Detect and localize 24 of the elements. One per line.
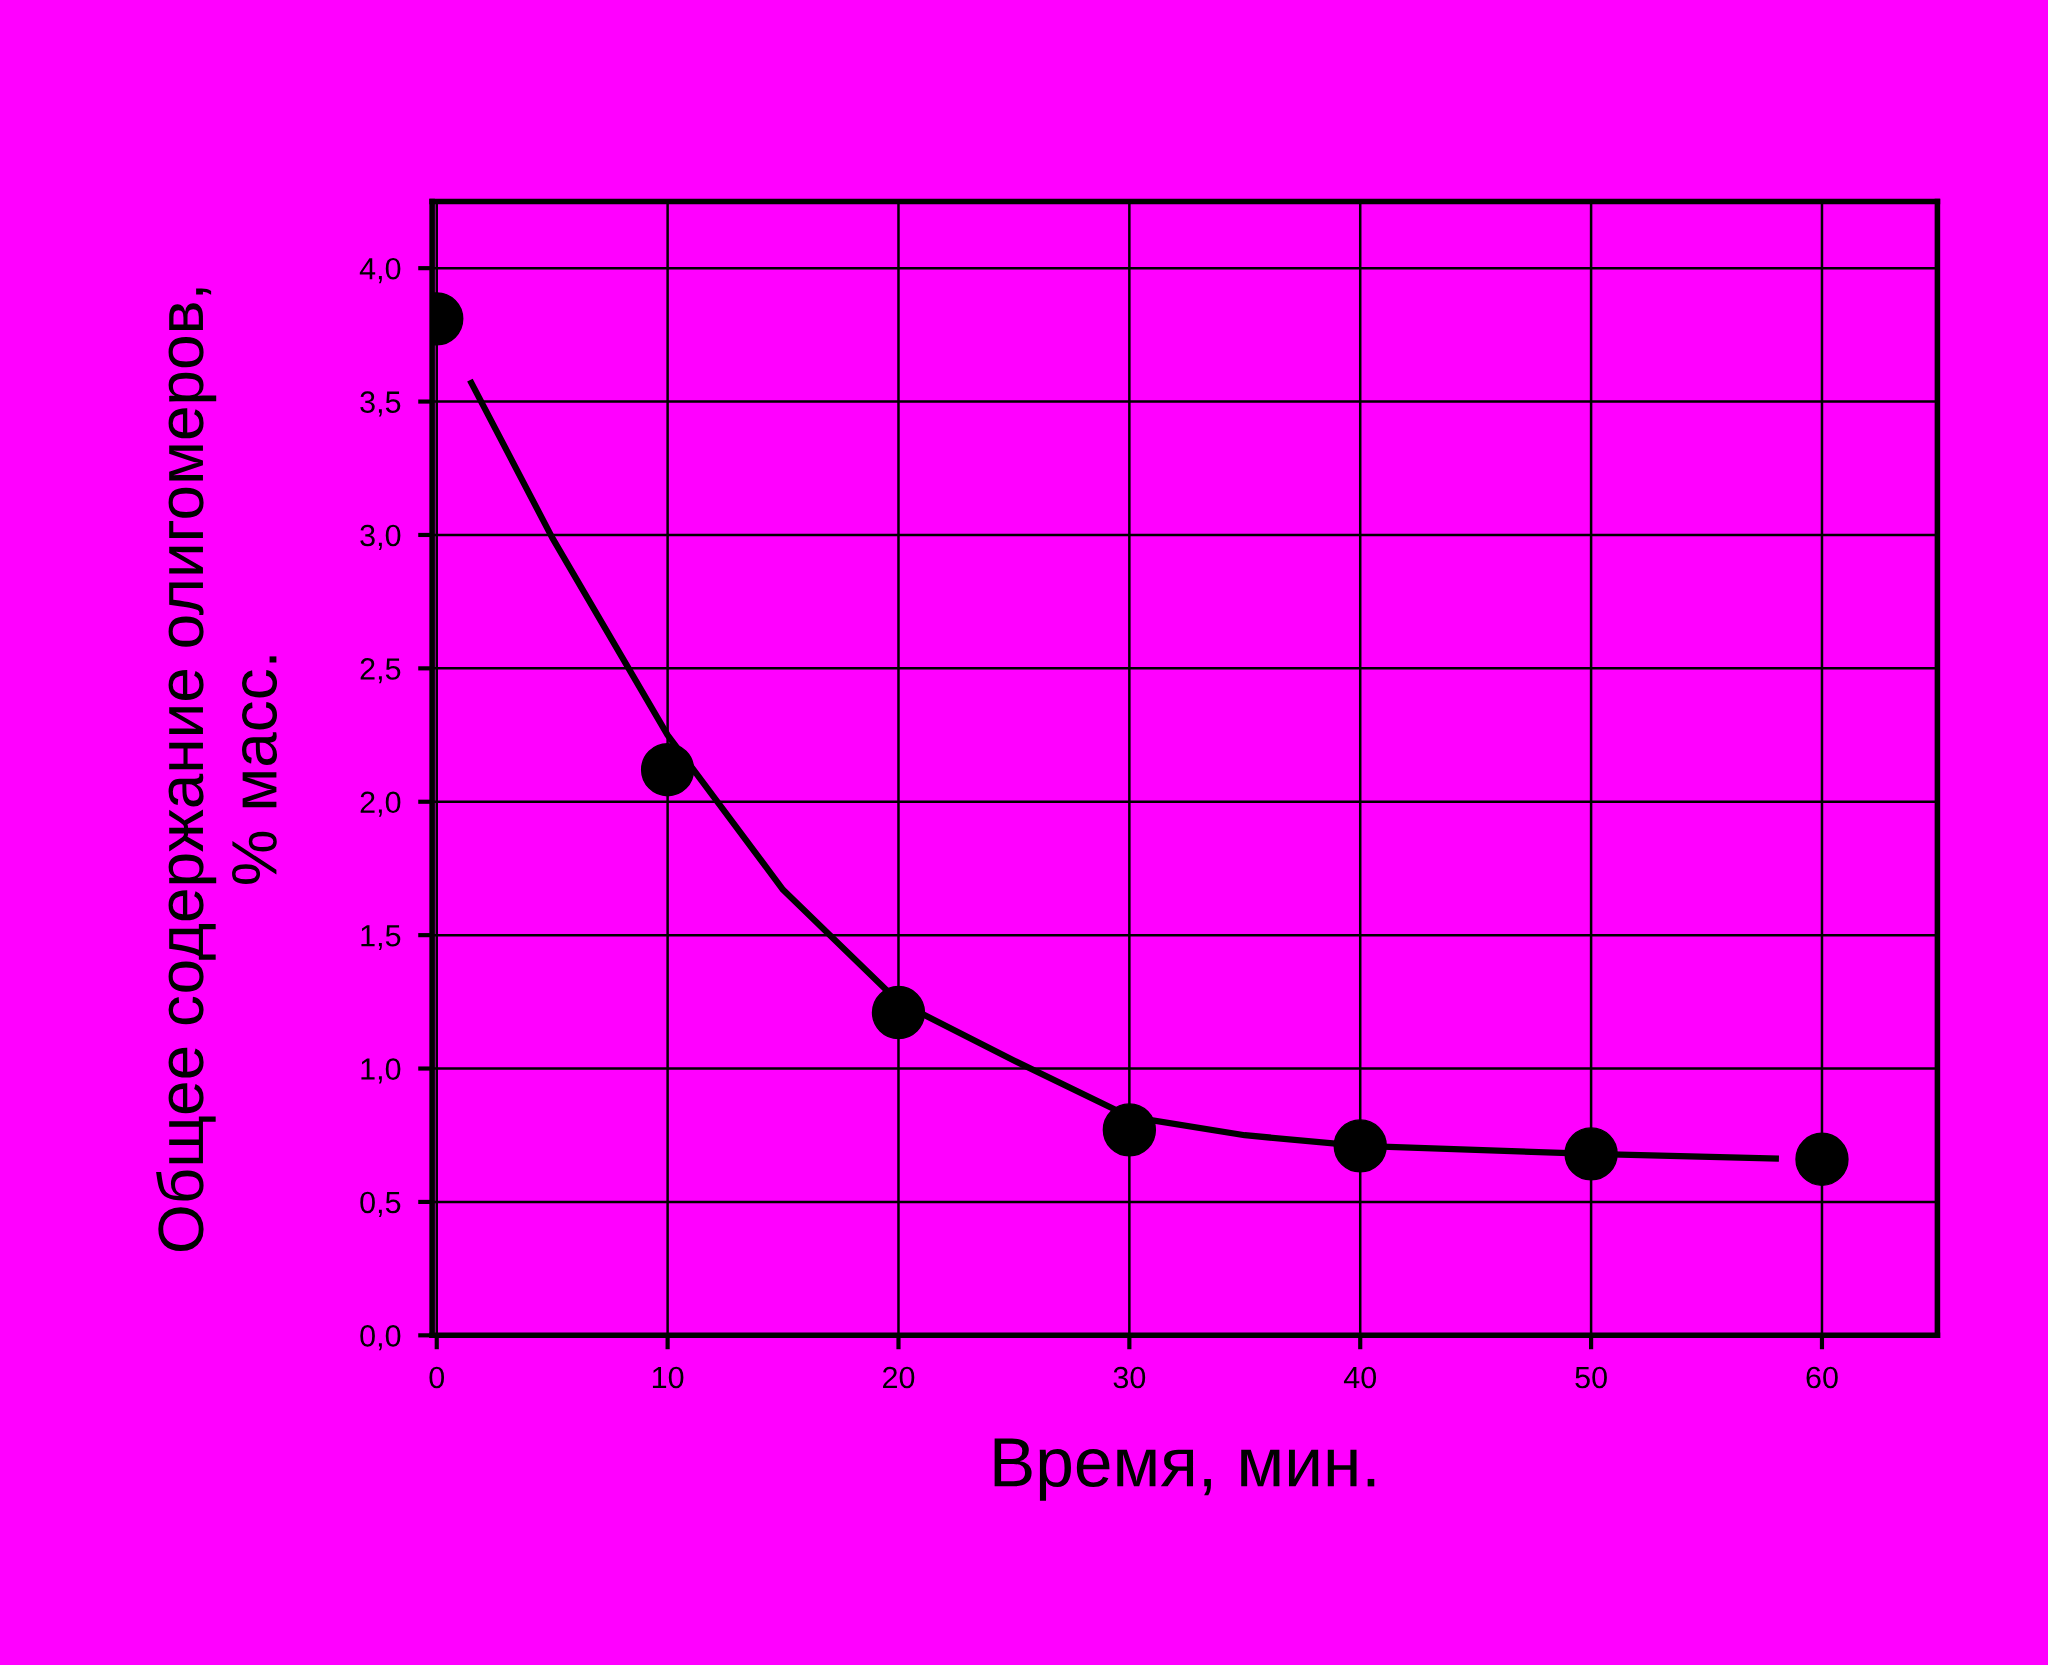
x-tick-label: 20 [883, 1366, 915, 1389]
x-tick-label: 0 [429, 1366, 445, 1389]
point [1795, 1132, 1849, 1186]
y-tick-label: 4,0 [359, 257, 401, 284]
y-tick-label: 2,0 [360, 791, 401, 817]
point [1102, 1103, 1157, 1157]
point [1333, 1119, 1387, 1173]
y-tick-label: 3,0 [360, 524, 401, 550]
x-tick-label: 50 [1575, 1366, 1607, 1389]
y-axis-title: Общее содержание олигомеров, % масс. [156, 288, 278, 1251]
point [640, 743, 695, 797]
x-tick-label: 30 [1113, 1366, 1146, 1389]
y-tick-label: 0,0 [360, 1325, 401, 1351]
x-tick-label: 60 [1806, 1366, 1838, 1389]
x-tick-label: 10 [652, 1366, 684, 1389]
x-tick-label: 40 [1343, 1366, 1377, 1389]
y-tick-label: 0,5 [360, 1191, 401, 1217]
y-tick-label: 1,5 [361, 925, 401, 951]
x-axis-title: Время, мин. [994, 1438, 1375, 1501]
y-tick-label: 2,5 [360, 658, 401, 684]
y-tick-label: 3,5 [360, 391, 401, 417]
y-tick-label: 1,0 [361, 1058, 401, 1084]
point [871, 985, 926, 1040]
point [1564, 1127, 1618, 1181]
